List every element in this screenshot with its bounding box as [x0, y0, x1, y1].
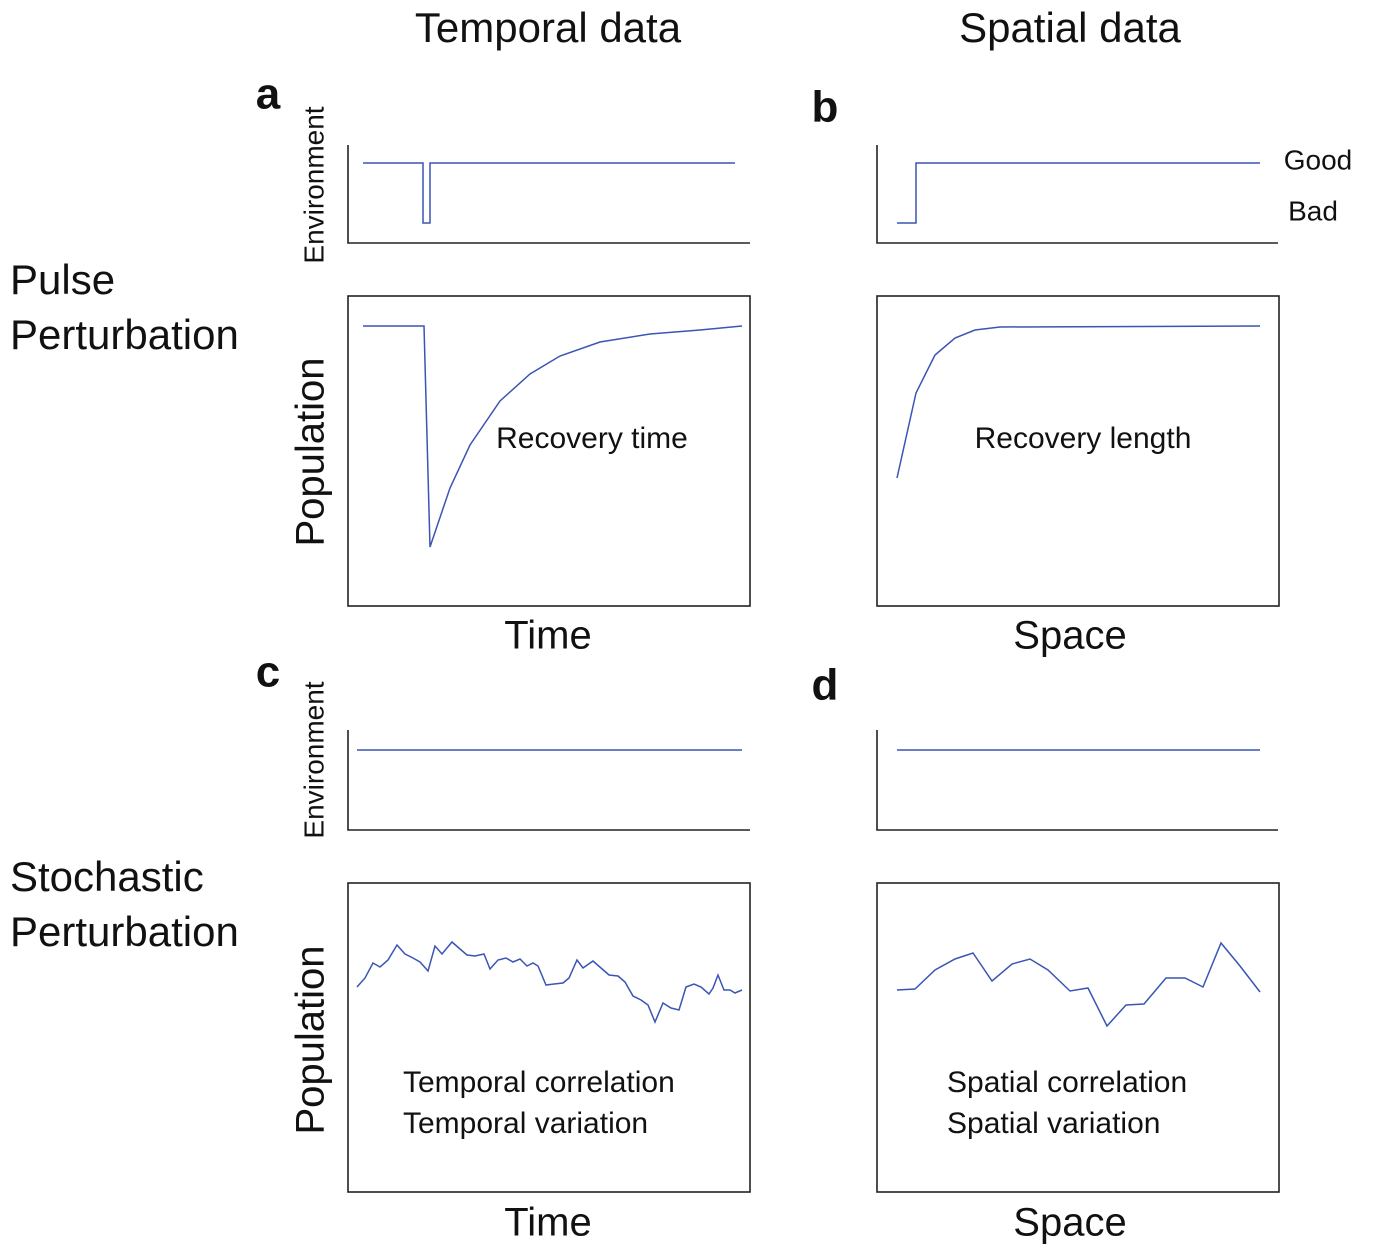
row-label: Perturbation: [10, 908, 239, 955]
annotation: Temporal correlation: [403, 1066, 675, 1099]
panel-letter: a: [256, 70, 281, 119]
panel-letter: d: [812, 661, 839, 710]
x-axis-label: Time: [504, 614, 591, 658]
level-label: Good: [1284, 144, 1353, 175]
annotation: Spatial variation: [947, 1107, 1160, 1140]
annotation: Spatial correlation: [947, 1066, 1187, 1099]
env-axis-label: Environment: [298, 106, 329, 263]
env-axis-label: Environment: [298, 681, 329, 838]
x-axis-label: Space: [1013, 614, 1126, 658]
row-label: Pulse: [10, 256, 115, 303]
env-axes: [876, 145, 1278, 244]
pop-curve: [356, 940, 743, 1024]
panel-letter: b: [812, 83, 839, 132]
level-label: Bad: [1288, 195, 1338, 226]
pop-frame: [347, 882, 751, 1193]
x-axis-label: Space: [1013, 1201, 1126, 1245]
pop-frame: [876, 295, 1280, 607]
pop-curve: [896, 941, 1261, 1028]
x-axis-label: Time: [504, 1201, 591, 1245]
env-axes: [347, 730, 750, 831]
pop-frame: [876, 882, 1280, 1193]
env-axes: [347, 145, 750, 244]
pop-frame: [347, 295, 751, 607]
row-label: Perturbation: [10, 311, 239, 358]
annotation: Temporal variation: [403, 1107, 648, 1140]
pop-axis-label: Population: [289, 357, 333, 546]
env-curve: [363, 162, 735, 224]
annotation: Recovery time: [496, 422, 688, 455]
column-title: Spatial data: [959, 4, 1181, 51]
pop-curve: [363, 325, 743, 548]
env-curve: [897, 162, 1260, 224]
env-axes: [876, 730, 1278, 831]
panel-letter: c: [256, 648, 280, 697]
column-title: Temporal data: [415, 4, 682, 51]
pop-curve: [896, 325, 1261, 479]
row-label: Stochastic: [10, 853, 204, 900]
annotation: Recovery length: [975, 422, 1192, 455]
pop-axis-label: Population: [289, 945, 333, 1134]
